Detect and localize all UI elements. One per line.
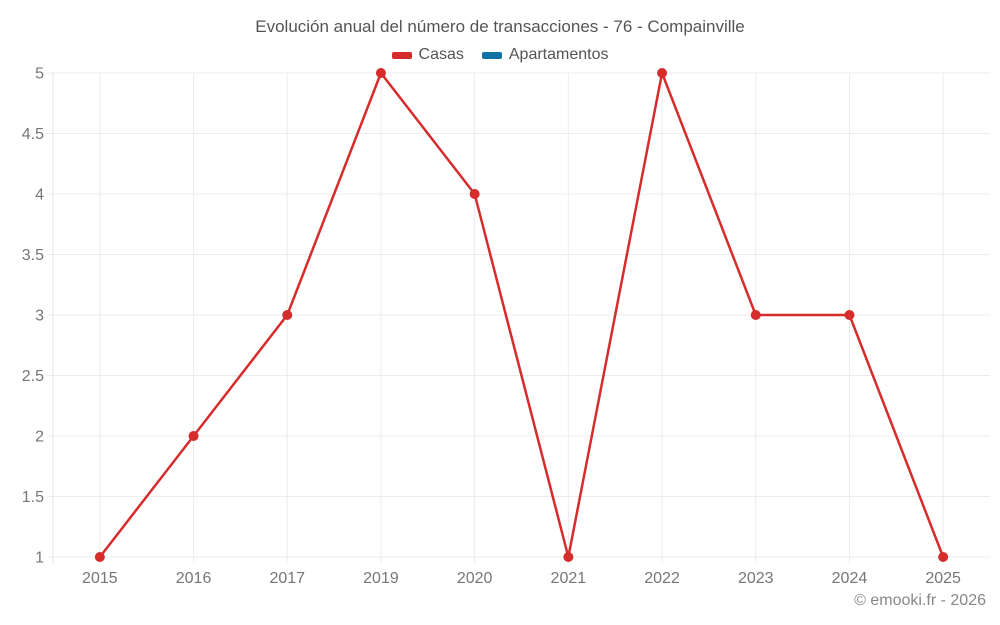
data-point-2016[interactable] <box>188 431 199 441</box>
y-tick-label: 2.5 <box>22 368 44 385</box>
x-tick-label: 2024 <box>832 570 868 587</box>
data-point-2021[interactable] <box>563 552 574 562</box>
x-tick-label: 2022 <box>644 570 680 587</box>
x-tick-label: 2020 <box>457 570 493 587</box>
data-point-2022[interactable] <box>657 68 668 78</box>
y-tick-label: 2 <box>35 429 44 446</box>
data-point-2023[interactable] <box>750 310 761 320</box>
y-tick-label: 3.5 <box>22 247 44 264</box>
x-tick-label: 2021 <box>551 570 587 587</box>
legend-item-apartamentos[interactable]: Apartamentos <box>481 46 609 64</box>
data-point-2019[interactable] <box>375 68 386 78</box>
x-tick-label: 2015 <box>82 570 118 587</box>
x-tick-label: 2023 <box>738 570 774 587</box>
x-tick-label: 2016 <box>176 570 212 587</box>
y-tick-label: 1.5 <box>22 489 44 506</box>
apartamentos-swatch-icon <box>481 51 502 59</box>
y-tick-label: 5 <box>35 66 44 83</box>
y-tick-label: 4 <box>35 187 44 204</box>
x-tick-label: 2017 <box>269 570 305 587</box>
data-point-2025[interactable] <box>938 552 949 562</box>
legend-label-casas: Casas <box>418 46 464 63</box>
y-tick-label: 4.5 <box>22 126 44 143</box>
legend-item-casas[interactable]: Casas <box>391 46 464 64</box>
y-tick-label: 1 <box>35 550 44 567</box>
chart-title: Evolución anual del número de transaccio… <box>255 17 745 36</box>
data-point-2015[interactable] <box>94 552 105 562</box>
legend: Casas Apartamentos <box>0 46 1000 64</box>
data-point-2024[interactable] <box>844 310 855 320</box>
legend-label-apartamentos: Apartamentos <box>508 46 609 63</box>
data-point-2020[interactable] <box>469 189 480 199</box>
y-tick-label: 3 <box>35 308 44 325</box>
x-tick-label: 2025 <box>925 570 961 587</box>
series-line-casas <box>98 71 945 559</box>
x-tick-label: 2019 <box>363 570 399 587</box>
data-point-2017[interactable] <box>282 310 293 320</box>
casas-swatch-icon <box>391 51 412 59</box>
watermark: © emooki.fr - 2026 <box>854 592 986 609</box>
